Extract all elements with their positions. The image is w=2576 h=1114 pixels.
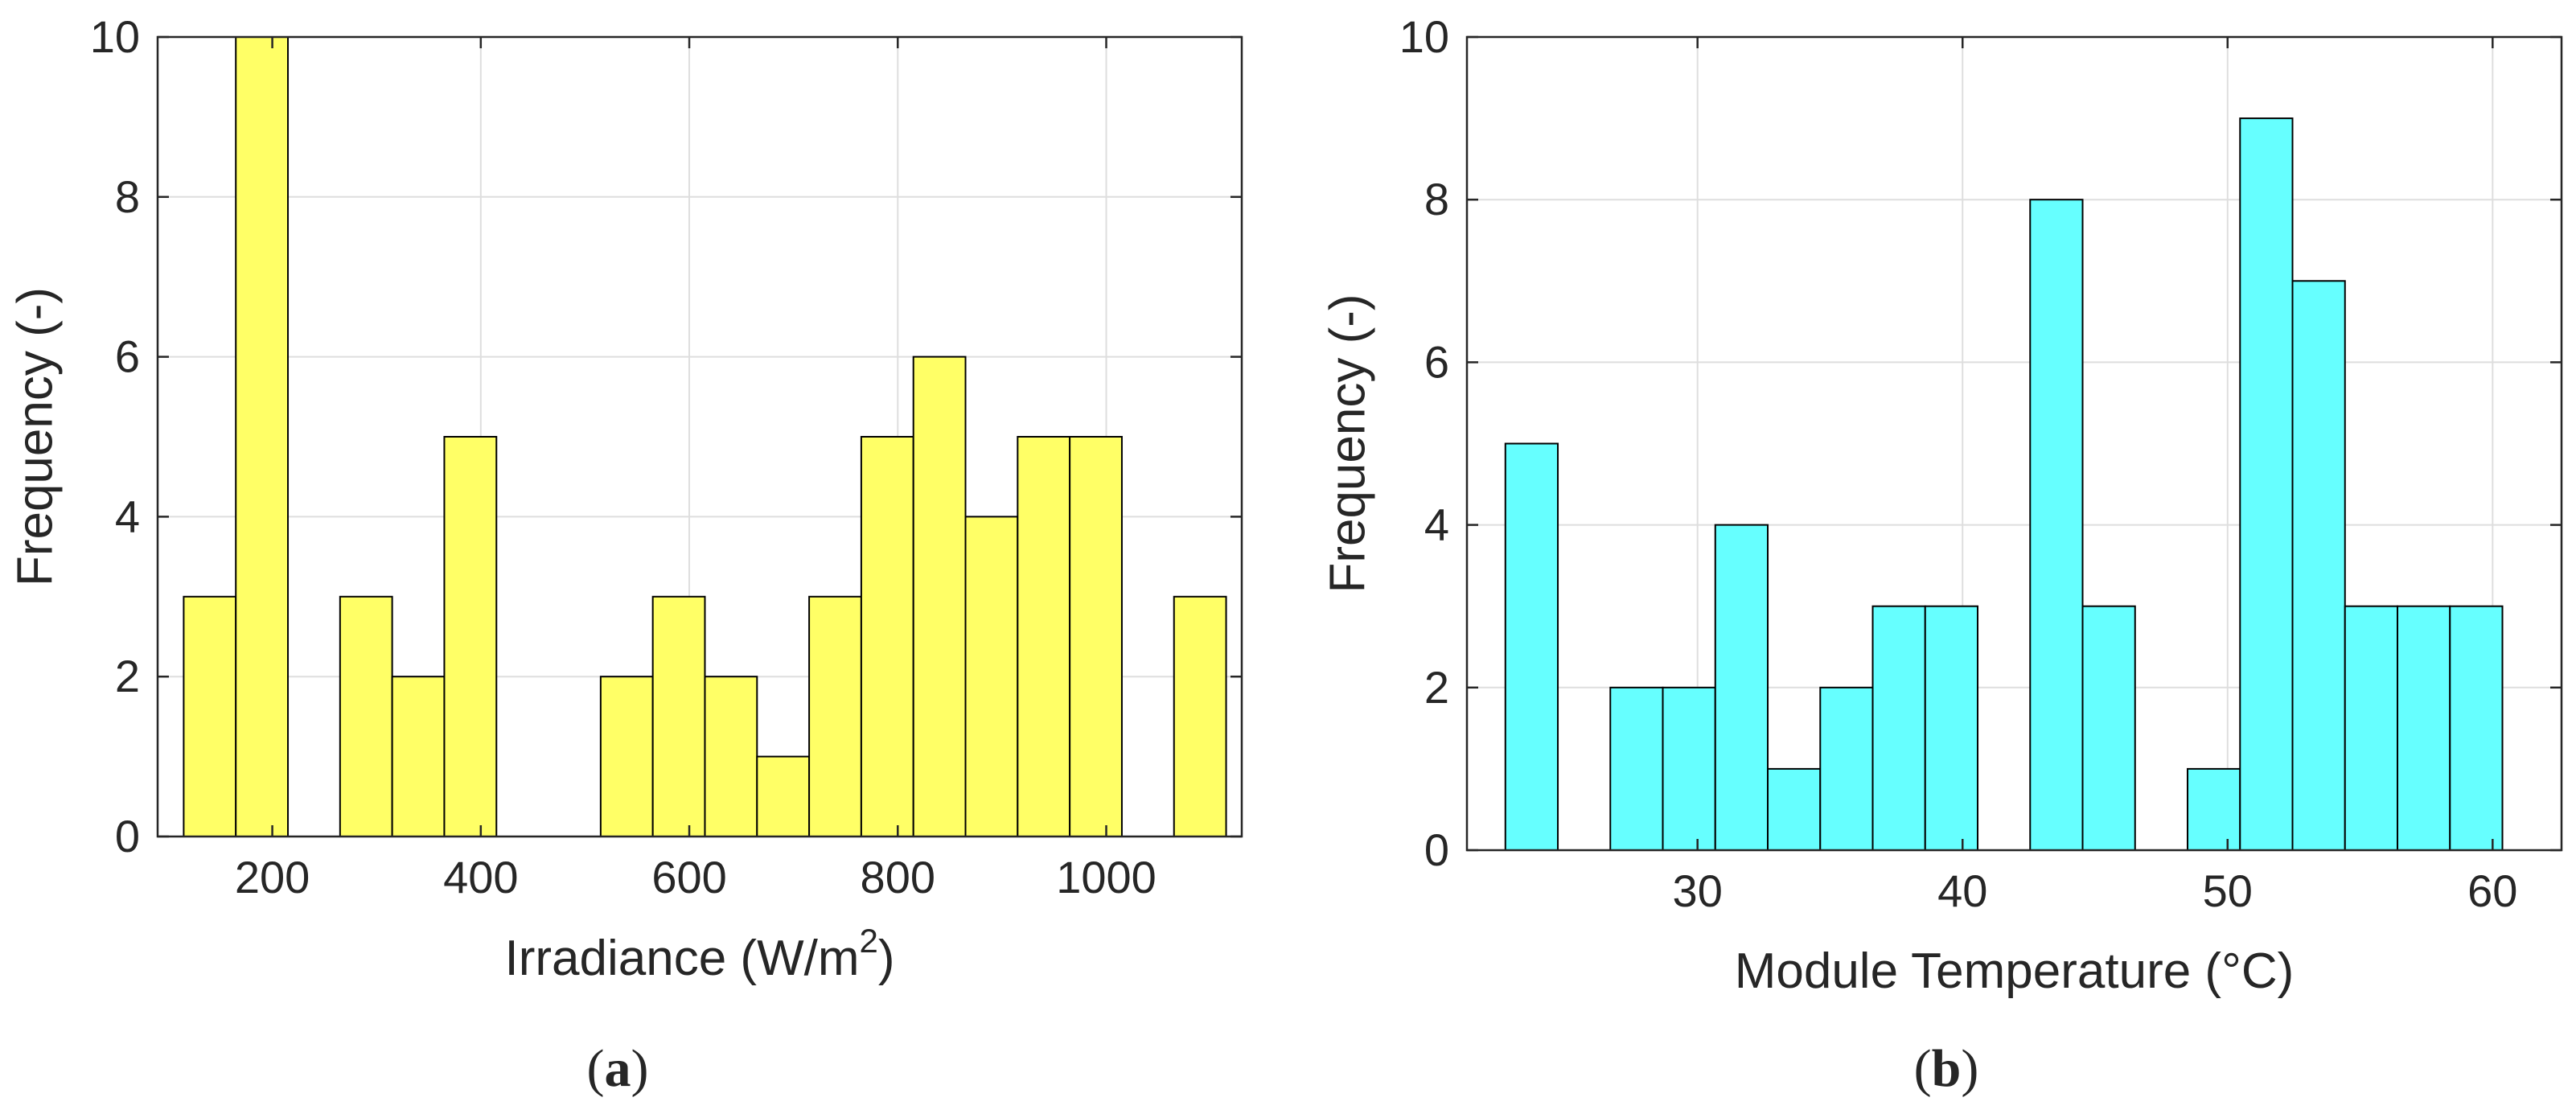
panel-label: (b) [1914, 1039, 1979, 1098]
histogram-bar [235, 36, 290, 837]
histogram-bar [443, 436, 498, 837]
histogram-bar [2449, 605, 2504, 851]
histogram-bar [391, 676, 446, 838]
histogram-bar [1069, 436, 1123, 837]
y-tick-label: 6 [115, 331, 140, 382]
histogram-bar [2239, 117, 2294, 852]
x-tick-label: 200 [235, 852, 310, 902]
histogram-bar [2187, 767, 2241, 852]
y-tick-label: 4 [1424, 499, 1449, 550]
y-tick-label: 2 [115, 651, 140, 701]
histogram-bar [2397, 605, 2451, 851]
y-tick-label: 6 [1424, 336, 1449, 387]
histogram-bar [183, 595, 237, 837]
y-tick-label: 0 [1424, 824, 1449, 875]
histogram-bar [1662, 686, 1716, 851]
chart-panel-a: 200 400 600 800 1000 0 2 4 6 8 10 Frequency (-) Irra… [8, 11, 1243, 1098]
histogram-bar [964, 516, 1019, 838]
x-tick-label: 400 [443, 852, 518, 902]
y-tick-label: 8 [1424, 174, 1449, 224]
x-tick-label: 800 [861, 852, 935, 902]
histogram-bar [1609, 686, 1664, 851]
x-axis-label: Irradiance (W/m2) [505, 922, 895, 986]
panel-label: (a) [587, 1039, 649, 1098]
histogram-bar [704, 676, 758, 838]
y-axis-label: Frequency (-) [1321, 294, 1376, 593]
histogram-bar [808, 595, 862, 837]
histogram-bar [2344, 605, 2399, 851]
x-axis-label-superscript: 2 [859, 922, 877, 960]
y-tick-label: 10 [1399, 11, 1449, 62]
axes-box [1465, 35, 2563, 852]
chart-panel-b: 30 40 50 60 0 2 4 6 8 10 Frequency (-) Module Tempe… [1321, 11, 2563, 1098]
histogram-bar [2291, 280, 2346, 851]
histogram-bar [2029, 199, 2084, 851]
x-tick-label: 60 [2467, 865, 2517, 916]
x-tick-label: 600 [651, 852, 726, 902]
histogram-bar [2081, 605, 2136, 851]
histogram-bar [1871, 605, 1926, 851]
y-tick-label: 8 [115, 171, 140, 222]
histogram-bar [651, 595, 706, 837]
y-axis-label: Frequency (-) [8, 287, 64, 586]
x-axis-label: Module Temperature (°C) [1735, 943, 2295, 999]
axes-box [156, 35, 1243, 838]
histogram-bar [1819, 686, 1874, 851]
x-tick-label: 40 [1937, 865, 1987, 916]
histogram-bar [1924, 605, 1979, 851]
x-tick-label: 50 [2203, 865, 2253, 916]
histogram-bar [912, 356, 967, 838]
x-tick-label: 1000 [1056, 852, 1157, 902]
histogram-bar [1714, 524, 1769, 851]
histogram-bar [599, 676, 654, 838]
y-tick-label: 10 [90, 11, 140, 62]
histogram-bar [1173, 595, 1227, 837]
histogram-bar [339, 595, 393, 837]
histogram-bar [1767, 767, 1822, 852]
y-tick-label: 0 [115, 811, 140, 861]
y-tick-label: 2 [1424, 662, 1449, 713]
histogram-bar [1504, 442, 1559, 851]
histogram-bar [1017, 436, 1071, 837]
y-tick-label: 4 [115, 491, 140, 541]
histogram-bar [756, 755, 811, 837]
x-tick-label: 30 [1673, 865, 1723, 916]
histogram-bar [860, 436, 914, 837]
